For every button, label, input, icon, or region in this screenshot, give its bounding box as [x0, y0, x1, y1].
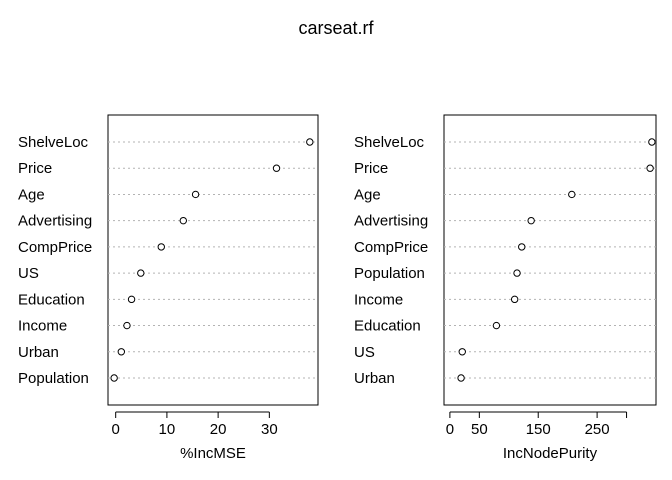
data-point: [457, 374, 465, 382]
data-point: [648, 138, 656, 146]
data-point: [492, 321, 501, 330]
x-tick-label: 0: [446, 421, 454, 438]
row-label: Population: [18, 370, 89, 387]
row-label: ShelveLoc: [18, 134, 89, 151]
row-label: CompPrice: [18, 239, 92, 256]
row-label: ShelveLoc: [354, 134, 425, 151]
row-label: Age: [18, 186, 45, 203]
x-tick-label: 50: [471, 421, 488, 438]
row-label: US: [354, 344, 375, 361]
data-point: [117, 348, 126, 356]
row-label: US: [18, 265, 39, 282]
row-label: Advertising: [18, 213, 92, 230]
row-label: CompPrice: [354, 239, 428, 256]
row-label: Income: [354, 291, 403, 308]
data-point: [458, 348, 466, 356]
x-tick-label: 30: [261, 421, 278, 438]
row-label: Advertising: [354, 213, 428, 230]
row-label: Price: [354, 160, 388, 177]
data-point: [568, 190, 576, 199]
row-label: Urban: [18, 344, 59, 361]
data-point: [137, 269, 145, 277]
data-point: [127, 295, 136, 304]
data-point: [157, 243, 165, 251]
data-point: [110, 374, 118, 382]
x-axis-title: IncNodePurity: [503, 445, 598, 462]
row-label: Urban: [354, 370, 395, 387]
row-label: Education: [354, 318, 421, 335]
row-label: Education: [18, 291, 85, 308]
x-tick-label: 10: [159, 421, 176, 438]
x-tick-label: 250: [585, 421, 610, 438]
x-tick-label: 150: [526, 421, 551, 438]
row-label: Price: [18, 160, 52, 177]
data-point: [518, 243, 526, 251]
data-point: [646, 164, 654, 172]
data-point: [510, 295, 519, 304]
chart-panels: ShelveLoc Price Age Advertising CompPrice US E…: [18, 114, 657, 462]
x-tick-label: 20: [210, 421, 227, 438]
data-point: [527, 216, 535, 225]
data-point: [179, 216, 187, 225]
x-tick-label: 0: [112, 421, 120, 438]
row-label: Population: [354, 265, 425, 282]
row-label: Income: [18, 318, 67, 335]
data-point: [191, 190, 200, 199]
x-axis-title: %IncMSE: [180, 445, 246, 462]
data-point: [513, 269, 521, 277]
row-label: Age: [354, 186, 381, 203]
plot-frame: [107, 114, 319, 406]
panel-incnodepurity: ShelveLoc Price Age Advertising CompPrice Pop…: [354, 114, 657, 462]
plot-frame: [443, 114, 657, 406]
data-point: [272, 164, 281, 172]
data-point: [306, 138, 314, 146]
figure-title: carseat.rf: [298, 18, 374, 38]
panel-incmse: ShelveLoc Price Age Advertising CompPrice US E…: [18, 114, 319, 462]
data-point: [123, 321, 131, 330]
